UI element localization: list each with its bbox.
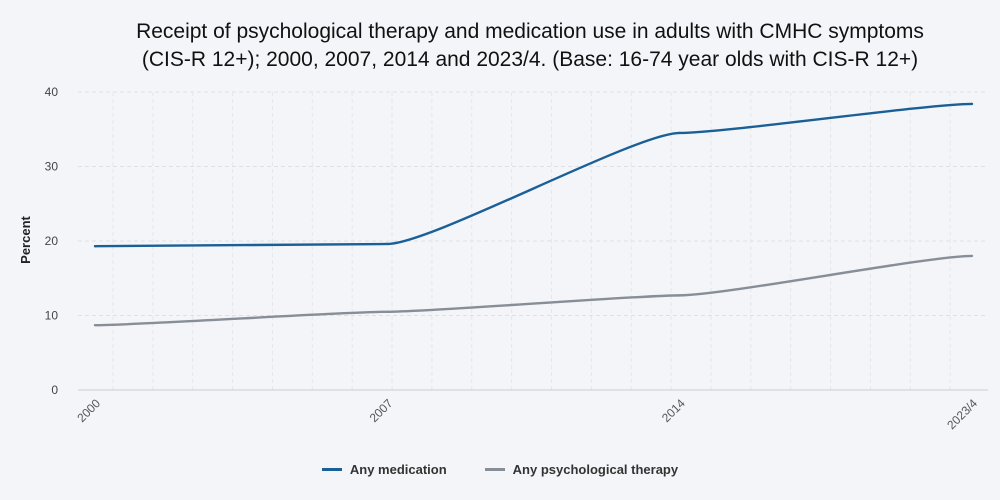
y-axis-label: Percent [18,215,33,263]
data-point [93,323,97,327]
y-tick-label: 40 [45,85,59,99]
y-tick-label: 0 [51,383,58,397]
legend-label: Any psychological therapy [512,462,679,477]
series-lines [93,102,974,327]
data-point [678,131,681,135]
chart-title-line-1: Receipt of psychological therapy and med… [136,20,924,43]
y-tick-label: 10 [45,309,59,323]
x-tick-label: 2007 [367,396,396,425]
data-point [678,294,681,297]
y-tick-label: 20 [45,234,59,248]
y-tick-label: 30 [45,160,59,174]
chart-title: Receipt of psychological therapy and med… [60,18,1000,74]
x-tick-label: 2014 [659,396,688,425]
x-tick-label: 2000 [74,396,103,425]
data-point [386,310,389,313]
chart-title-line-2: (CIS-R 12+); 2000, 2007, 2014 and 2023/4… [141,48,919,71]
data-point [93,245,97,248]
legend-swatch [484,468,505,471]
data-point [970,102,974,106]
legend-label: Any medication [349,462,447,477]
series-line-any-psychological-therapy [94,254,973,327]
x-tick-label: 2023/4 [944,396,980,432]
legend-swatch [321,468,342,471]
grid [78,91,988,391]
series-line-any-medication [94,102,973,248]
legend: Any medication Any psychological therapy [0,462,1000,477]
data-point [970,254,974,258]
legend-item[interactable]: Any psychological therapy [484,462,679,477]
data-point [386,242,389,246]
legend-item[interactable]: Any medication [321,462,447,477]
y-axis: 0 10 20 30 40 [45,85,59,397]
x-axis: 2000 2007 2014 2023/4 [74,396,980,432]
